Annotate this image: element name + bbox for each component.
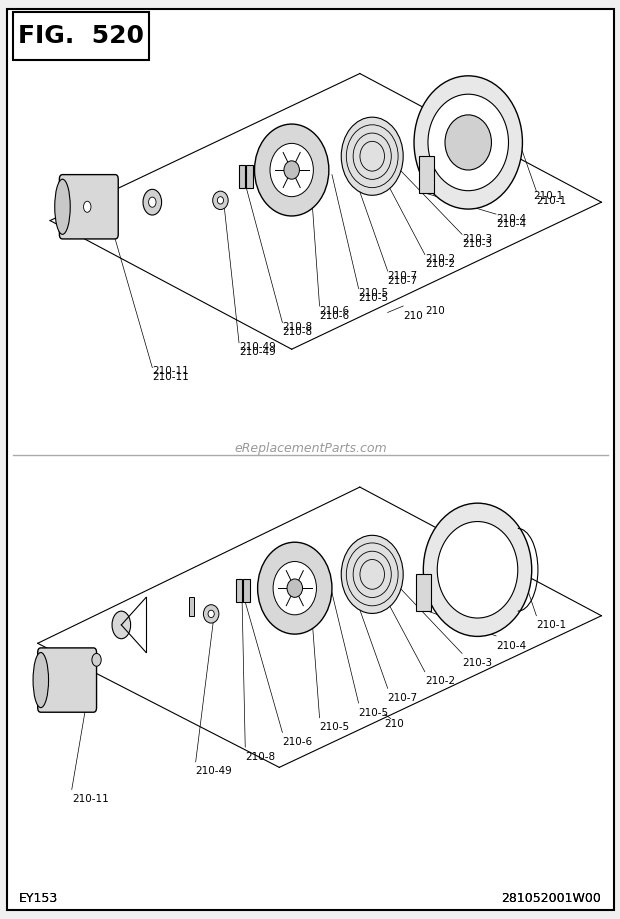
Text: 210-3: 210-3 — [462, 658, 492, 668]
Text: 210-4: 210-4 — [496, 641, 526, 651]
Text: 210-2: 210-2 — [425, 676, 455, 686]
Ellipse shape — [341, 117, 403, 196]
Text: 210-4: 210-4 — [496, 219, 526, 229]
Ellipse shape — [149, 198, 156, 207]
Ellipse shape — [92, 653, 101, 666]
Ellipse shape — [55, 179, 70, 234]
Ellipse shape — [428, 95, 508, 191]
Text: 210-7: 210-7 — [388, 276, 418, 286]
Text: 281052001W00: 281052001W00 — [502, 892, 601, 905]
Text: 210-49: 210-49 — [239, 347, 276, 357]
Text: 210-49: 210-49 — [196, 766, 232, 777]
Ellipse shape — [258, 542, 332, 634]
Text: 281052001W00: 281052001W00 — [502, 892, 601, 905]
Text: 210: 210 — [425, 306, 445, 315]
Text: 210-11: 210-11 — [72, 794, 108, 804]
Bar — [236, 579, 242, 602]
Text: 210-7: 210-7 — [388, 271, 418, 280]
Ellipse shape — [273, 562, 316, 615]
Ellipse shape — [203, 605, 219, 623]
Bar — [418, 156, 434, 193]
Ellipse shape — [112, 611, 131, 639]
Ellipse shape — [287, 579, 303, 597]
Text: 210-3: 210-3 — [462, 234, 492, 244]
Text: 210-7: 210-7 — [388, 693, 418, 703]
Ellipse shape — [208, 610, 215, 618]
Ellipse shape — [423, 503, 532, 636]
Text: 210-1: 210-1 — [533, 191, 564, 200]
Ellipse shape — [33, 652, 48, 708]
Text: 210-11: 210-11 — [153, 367, 189, 376]
Bar — [247, 165, 253, 188]
Text: 210-11: 210-11 — [153, 372, 189, 382]
Text: 210-8: 210-8 — [282, 327, 312, 337]
Bar — [415, 574, 431, 611]
Ellipse shape — [445, 115, 492, 170]
Ellipse shape — [255, 124, 329, 216]
Text: 210-6: 210-6 — [282, 737, 312, 747]
Text: EY153: EY153 — [19, 892, 58, 905]
Ellipse shape — [84, 201, 91, 212]
Text: 210-8: 210-8 — [246, 752, 275, 762]
Text: 210-49: 210-49 — [239, 343, 276, 352]
Bar — [13, 12, 149, 60]
Text: 210-5: 210-5 — [319, 722, 350, 732]
Text: 210: 210 — [403, 311, 423, 321]
Text: EY153: EY153 — [19, 892, 58, 905]
Ellipse shape — [284, 161, 299, 179]
Ellipse shape — [414, 76, 523, 210]
FancyBboxPatch shape — [38, 648, 97, 712]
Ellipse shape — [437, 521, 518, 618]
Text: 210-1: 210-1 — [536, 620, 567, 630]
Bar — [244, 579, 250, 602]
Text: 210-8: 210-8 — [282, 323, 312, 332]
Text: 210-6: 210-6 — [319, 311, 350, 321]
Text: 210-1: 210-1 — [536, 196, 567, 206]
Text: 210-2: 210-2 — [425, 255, 455, 264]
Text: 210-5: 210-5 — [358, 708, 389, 718]
Text: 210-2: 210-2 — [425, 259, 455, 269]
Text: 210-4: 210-4 — [496, 214, 526, 223]
Ellipse shape — [218, 197, 224, 204]
Text: FIG.  520: FIG. 520 — [18, 24, 144, 48]
Ellipse shape — [270, 143, 313, 197]
Text: 210-3: 210-3 — [462, 239, 492, 249]
Ellipse shape — [213, 191, 228, 210]
Bar — [190, 597, 195, 616]
Text: eReplacementParts.com: eReplacementParts.com — [234, 442, 387, 455]
Ellipse shape — [341, 535, 403, 614]
Text: 210: 210 — [384, 719, 404, 729]
FancyBboxPatch shape — [60, 175, 118, 239]
Text: 210-6: 210-6 — [319, 306, 350, 315]
Text: 210-5: 210-5 — [358, 289, 389, 298]
Ellipse shape — [143, 189, 162, 215]
Text: 210-5: 210-5 — [358, 293, 389, 303]
Bar — [239, 165, 246, 188]
